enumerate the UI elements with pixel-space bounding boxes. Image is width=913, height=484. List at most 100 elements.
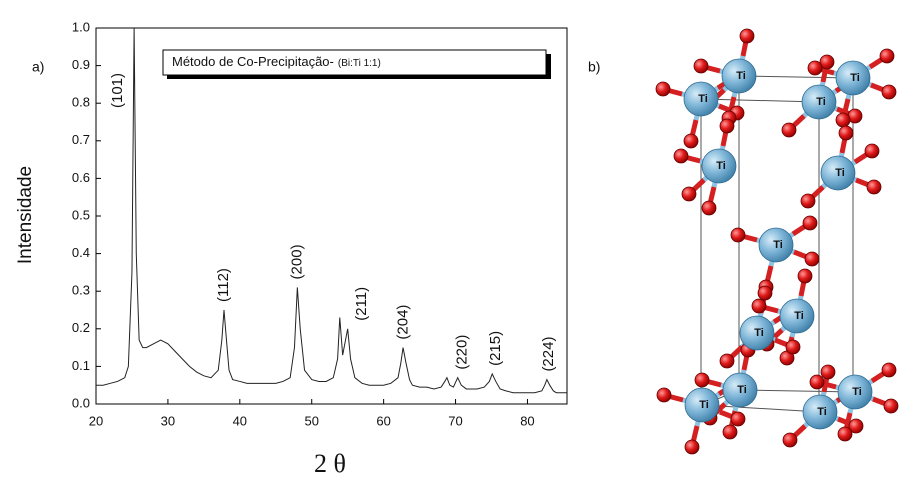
atom-label: Ti	[699, 399, 709, 411]
oxygen-atom	[693, 58, 709, 74]
oxygen-atom	[683, 133, 699, 149]
x-tick-label: 60	[376, 413, 390, 428]
panel-label: b)	[588, 59, 600, 75]
cell-edge	[739, 389, 856, 393]
titanium-atom	[683, 81, 719, 117]
oxygen-atom	[694, 372, 710, 388]
cell-edge	[700, 98, 820, 103]
x-axis-label: 2 θ	[314, 449, 346, 478]
titanium-atom	[802, 394, 838, 430]
atom-label: Ti	[698, 93, 708, 105]
oxygen-atom	[781, 122, 797, 138]
oxygen-atom	[835, 112, 851, 128]
atom-label: Ti	[816, 96, 826, 108]
oxygen-atom	[751, 298, 767, 314]
oxygen-atom	[848, 418, 864, 434]
oxygen-atom	[807, 60, 823, 76]
x-tick-label: 50	[304, 413, 318, 428]
cell-edge	[738, 75, 854, 79]
oxygen-atom	[879, 48, 895, 64]
oxygen-atom	[785, 339, 801, 355]
oxygen-atom	[701, 200, 717, 216]
titanium-atom	[721, 58, 757, 94]
oxygen-atom	[820, 364, 836, 380]
peak-label: (224)	[540, 337, 557, 372]
titanium-atom	[722, 372, 758, 408]
y-axis-label: Intensidade	[15, 166, 36, 264]
peak-label: (101)	[109, 73, 126, 108]
peak-label: (112)	[215, 268, 232, 302]
oxygen-atom	[881, 362, 897, 378]
y-tick-label: 0.8	[72, 95, 90, 110]
y-tick-label: 0.7	[72, 132, 90, 147]
x-tick-label: 30	[161, 413, 175, 428]
titanium-atom	[779, 298, 815, 334]
peak-label: (200)	[288, 244, 305, 279]
atom-label: Ti	[817, 406, 827, 418]
crystal-structure: Ti Ti Ti Ti Ti Ti Ti Ti Ti Ti Ti Ti Ti	[655, 28, 899, 455]
oxygen-atom	[655, 81, 671, 97]
y-tick-label: 0.6	[72, 170, 90, 185]
oxygen-atom	[730, 227, 746, 243]
titanium-atom	[701, 148, 737, 184]
titanium-atom	[820, 155, 856, 191]
peak-label: (215)	[487, 331, 504, 366]
x-tick-label: 70	[448, 413, 462, 428]
oxygen-atom	[802, 215, 818, 231]
oxygen-atom	[719, 353, 735, 369]
peak-label: (220)	[454, 335, 471, 370]
oxygen-atom	[719, 118, 735, 134]
oxygen-atom	[864, 143, 880, 159]
oxygen-atom	[673, 148, 689, 164]
titanium-atom	[739, 315, 775, 351]
y-tick-label: 0.5	[72, 207, 90, 222]
oxygen-atom	[838, 125, 854, 141]
atom-label: Ti	[852, 386, 862, 398]
titanium-atom	[758, 227, 794, 263]
oxygen-atom	[739, 28, 755, 44]
oxygen-atom	[819, 54, 835, 70]
atom-label: Ti	[850, 72, 860, 84]
panel-label: a)	[32, 59, 44, 75]
oxygen-atom	[800, 193, 816, 209]
oxygen-atom	[881, 84, 897, 100]
y-tick-label: 0.3	[72, 283, 90, 298]
y-tick-label: 0.9	[72, 57, 90, 72]
oxygen-atom	[656, 387, 672, 403]
legend-sub: (Bi:Ti 1:1)	[338, 58, 381, 69]
atom-label: Ti	[773, 239, 783, 251]
oxygen-atom	[684, 439, 700, 455]
oxygen-atom	[782, 432, 798, 448]
oxygen-atom	[866, 179, 882, 195]
atom-label: Ti	[835, 167, 845, 179]
titanium-atom	[835, 60, 871, 96]
peak-label: (204)	[395, 305, 412, 340]
titanium-atom	[684, 387, 720, 423]
x-tick-label: 20	[89, 413, 103, 428]
legend-main: Método de Co-Precipitação-	[172, 54, 334, 69]
oxygen-atom	[757, 285, 773, 301]
atom-label: Ti	[794, 310, 804, 322]
y-tick-label: 0.1	[72, 358, 90, 373]
atom-label: Ti	[754, 327, 764, 339]
y-tick-label: 0.2	[72, 320, 90, 335]
atom-label: Ti	[736, 70, 746, 82]
oxygen-atom	[722, 424, 738, 440]
oxygen-atom	[681, 186, 697, 202]
oxygen-atom	[809, 374, 825, 390]
oxygen-atom	[883, 398, 899, 414]
peak-label: (211)	[353, 287, 370, 321]
atom-label: Ti	[737, 384, 747, 396]
titanium-atom	[837, 374, 873, 410]
legend-text: Método de Co-Precipitação- (Bi:Ti 1:1)	[172, 54, 381, 69]
oxygen-atom	[797, 268, 813, 284]
xrd-line	[96, 27, 567, 394]
atom-label: Ti	[716, 160, 726, 172]
legend-box	[162, 49, 547, 76]
y-tick-label: 0.0	[72, 395, 90, 410]
y-tick-label: 0.4	[72, 245, 90, 260]
y-tick-label: 1.0	[72, 19, 90, 34]
oxygen-atom	[837, 426, 853, 442]
x-tick-label: 80	[520, 413, 534, 428]
